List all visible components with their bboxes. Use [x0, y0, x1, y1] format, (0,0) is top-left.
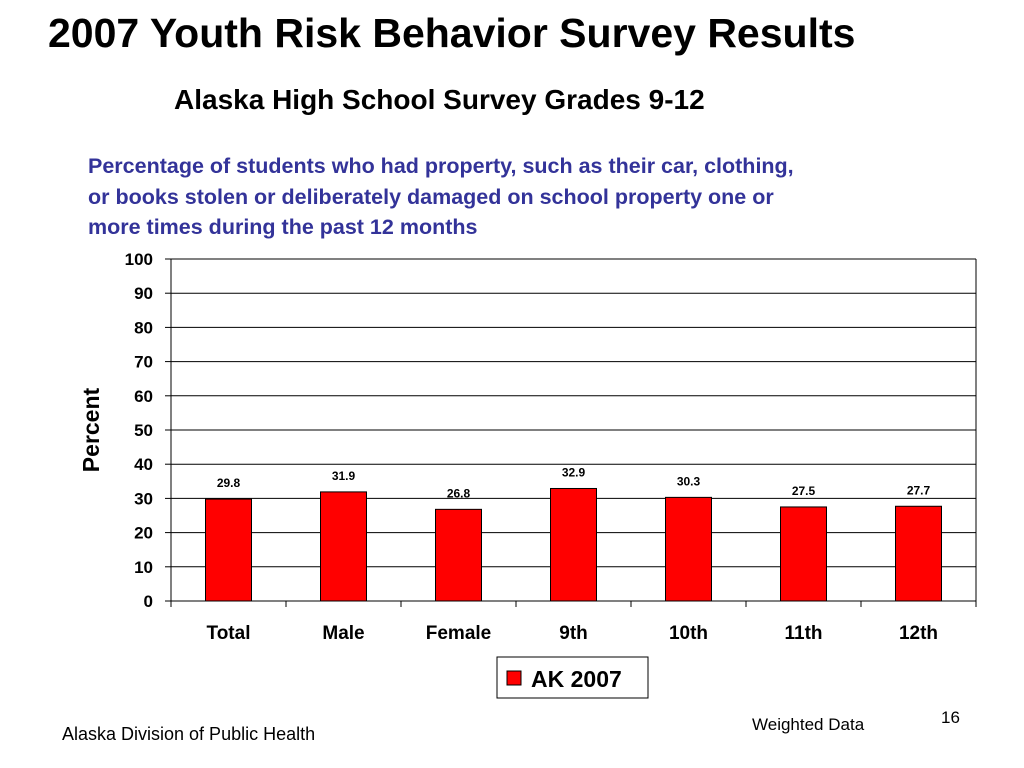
x-tick-label: Total: [207, 623, 251, 644]
legend-label: AK 2007: [531, 666, 622, 692]
bar-9th: [550, 487, 597, 602]
question-line: Percentage of students who had property,…: [88, 154, 794, 178]
bar-10th: [665, 496, 712, 602]
legend-swatch: [506, 670, 522, 686]
x-tick-label: 11th: [784, 623, 822, 644]
x-tick-label: Female: [426, 623, 491, 644]
y-tick-labels: 0 10 20 30 40 50 60 70 80 90 100: [125, 250, 153, 611]
footer-note: Weighted Data: [752, 715, 865, 734]
data-label: 30.3: [677, 474, 701, 488]
y-tick-label: 50: [134, 421, 153, 440]
x-tick-label: 12th: [899, 623, 938, 644]
y-tick-label: 80: [134, 318, 153, 337]
slide-title: 2007 Youth Risk Behavior Survey Results: [48, 10, 856, 56]
legend-box: [496, 656, 649, 699]
data-label: 31.9: [332, 469, 356, 483]
question-text: Percentage of students who had property,…: [88, 151, 968, 243]
data-label: 27.5: [792, 484, 816, 498]
y-tick-label: 30: [134, 489, 153, 508]
page-number: 16: [941, 708, 960, 727]
bar-female: [435, 508, 482, 602]
y-tick-label: 100: [125, 250, 153, 269]
bar-11th: [780, 506, 827, 602]
x-tick-label: Male: [322, 623, 364, 644]
y-tick-label: 60: [134, 387, 153, 406]
y-axis-label: Percent: [78, 387, 104, 472]
y-tick-label: 20: [134, 524, 153, 543]
bars: [205, 487, 942, 602]
bar-male: [320, 491, 367, 602]
data-label: 32.9: [562, 465, 586, 479]
question-line: more times during the past 12 months: [88, 215, 478, 239]
data-label: 29.8: [217, 476, 241, 490]
x-tick-labels: Total Male Female 9th 10th 11th 12th: [207, 623, 939, 644]
slide-subtitle: Alaska High School Survey Grades 9-12: [174, 84, 705, 115]
data-label: 27.7: [907, 483, 931, 497]
bar-12th: [895, 505, 942, 602]
legend: AK 2007: [496, 656, 649, 699]
x-tick-label: 10th: [669, 623, 708, 644]
y-tick-label: 0: [144, 592, 153, 611]
bar-total: [205, 498, 252, 602]
y-tick-label: 90: [134, 284, 153, 303]
question-line: or books stolen or deliberately damaged …: [88, 184, 774, 209]
footer-source: Alaska Division of Public Health: [62, 724, 316, 744]
x-tick-label: 9th: [559, 623, 588, 644]
data-label: 26.8: [447, 486, 471, 500]
y-tick-label: 70: [134, 353, 153, 372]
y-tick-label: 40: [134, 455, 153, 474]
y-tick-label: 10: [134, 558, 153, 577]
data-labels: 29.8 31.9 26.8 32.9 30.3 27.5 27.7: [217, 465, 931, 500]
